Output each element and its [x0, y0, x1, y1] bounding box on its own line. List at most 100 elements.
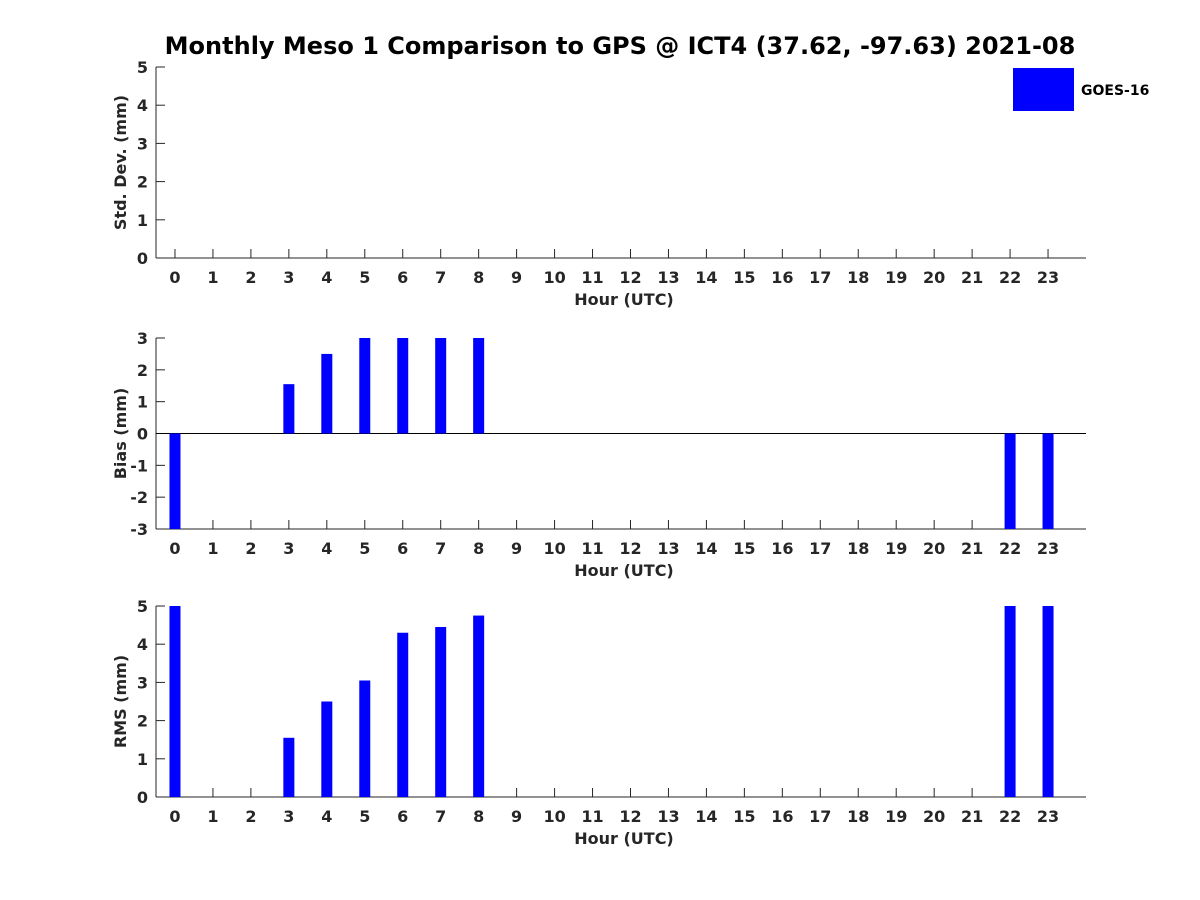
x-tick-label: 23: [1037, 539, 1059, 558]
x-tick-label: 17: [809, 539, 831, 558]
x-tick-label: 7: [435, 539, 446, 558]
bar: [397, 632, 409, 797]
x-tick-label: 13: [657, 268, 679, 287]
x-tick-label: 16: [771, 268, 793, 287]
bar: [435, 338, 447, 434]
y-tick-label: 2: [137, 173, 148, 192]
x-tick-label: 7: [435, 807, 446, 826]
x-tick-label: 9: [511, 539, 522, 558]
bar: [397, 338, 409, 434]
x-tick-label: 2: [245, 268, 256, 287]
x-axis-label: Hour (UTC): [574, 290, 674, 309]
chart-title: Monthly Meso 1 Comparison to GPS @ ICT4 …: [165, 32, 1076, 60]
x-tick-label: 18: [847, 807, 869, 826]
x-tick-label: 1: [207, 268, 218, 287]
x-tick-label: 4: [321, 268, 332, 287]
y-tick-label: 1: [137, 393, 148, 412]
bar: [1004, 433, 1016, 529]
x-tick-label: 5: [359, 268, 370, 287]
x-tick-label: 1: [207, 539, 218, 558]
x-tick-label: 6: [397, 268, 408, 287]
x-tick-label: 14: [695, 539, 717, 558]
y-axis-label: Bias (mm): [111, 388, 130, 480]
bar: [473, 338, 485, 434]
x-tick-label: 19: [885, 807, 907, 826]
x-tick-label: 15: [733, 807, 755, 826]
y-tick-label: 4: [137, 635, 148, 654]
y-tick-label: 0: [137, 425, 148, 444]
x-tick-label: 17: [809, 807, 831, 826]
x-tick-label: 12: [619, 807, 641, 826]
y-tick-label: -3: [130, 520, 148, 539]
x-tick-label: 3: [283, 539, 294, 558]
x-tick-label: 23: [1037, 268, 1059, 287]
x-tick-label: 7: [435, 268, 446, 287]
x-tick-label: 5: [359, 539, 370, 558]
x-tick-label: 21: [961, 807, 983, 826]
bar: [169, 433, 181, 529]
x-tick-label: 15: [733, 539, 755, 558]
y-tick-label: 0: [137, 249, 148, 268]
legend: GOES-16: [1013, 68, 1149, 111]
x-tick-label: 14: [695, 268, 717, 287]
bar: [283, 384, 295, 434]
y-tick-label: 1: [137, 211, 148, 230]
x-tick-label: 11: [581, 539, 603, 558]
legend-swatch: [1013, 68, 1074, 111]
legend-label: GOES-16: [1081, 83, 1149, 99]
bar: [283, 737, 295, 797]
x-tick-label: 14: [695, 807, 717, 826]
bar: [1042, 433, 1054, 529]
y-tick-label: 3: [137, 134, 148, 153]
x-tick-label: 9: [511, 268, 522, 287]
x-tick-label: 10: [543, 539, 565, 558]
x-tick-label: 20: [923, 268, 945, 287]
x-tick-label: 17: [809, 268, 831, 287]
x-tick-label: 11: [581, 268, 603, 287]
x-tick-label: 21: [961, 268, 983, 287]
x-tick-label: 15: [733, 268, 755, 287]
x-tick-label: 12: [619, 539, 641, 558]
x-tick-label: 2: [245, 539, 256, 558]
x-tick-label: 22: [999, 268, 1021, 287]
x-tick-label: 19: [885, 539, 907, 558]
bar: [473, 615, 485, 797]
bar: [359, 338, 371, 434]
x-tick-label: 13: [657, 539, 679, 558]
x-tick-label: 16: [771, 807, 793, 826]
y-axis-label: Std. Dev. (mm): [111, 95, 130, 230]
y-tick-label: 0: [137, 788, 148, 807]
bar: [1042, 606, 1054, 797]
x-tick-label: 16: [771, 539, 793, 558]
x-tick-label: 10: [543, 268, 565, 287]
x-tick-label: 8: [473, 539, 484, 558]
y-tick-label: 4: [137, 96, 148, 115]
x-tick-label: 12: [619, 268, 641, 287]
x-tick-label: 0: [169, 268, 180, 287]
x-tick-label: 3: [283, 268, 294, 287]
bar: [1004, 606, 1016, 797]
x-tick-label: 0: [169, 539, 180, 558]
y-tick-label: -2: [130, 488, 148, 507]
x-tick-label: 4: [321, 539, 332, 558]
x-tick-label: 1: [207, 807, 218, 826]
x-tick-label: 19: [885, 268, 907, 287]
x-tick-label: 18: [847, 539, 869, 558]
y-axis-label: RMS (mm): [111, 655, 130, 748]
bar: [435, 627, 447, 797]
x-axis-label: Hour (UTC): [574, 829, 674, 848]
x-tick-label: 9: [511, 807, 522, 826]
y-tick-label: 1: [137, 750, 148, 769]
x-tick-label: 22: [999, 539, 1021, 558]
x-tick-label: 8: [473, 268, 484, 287]
y-tick-label: 5: [137, 58, 148, 77]
x-tick-label: 22: [999, 807, 1021, 826]
x-tick-label: 3: [283, 807, 294, 826]
x-tick-label: 21: [961, 539, 983, 558]
y-tick-label: 2: [137, 361, 148, 380]
x-tick-label: 23: [1037, 807, 1059, 826]
